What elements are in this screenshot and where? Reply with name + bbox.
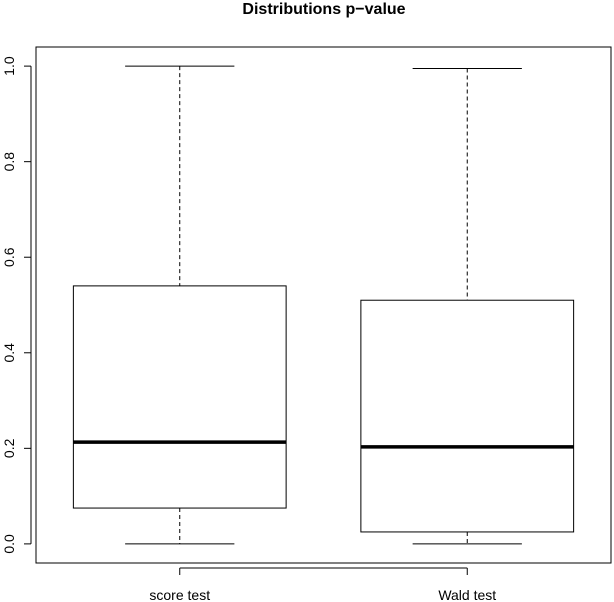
box-score-test: [72, 65, 287, 545]
y-tick-label: 0.0: [1, 534, 17, 554]
y-tick-label: 0.6: [1, 247, 17, 267]
x-tick-label: score test: [149, 587, 210, 602]
iqr-box: [72, 285, 287, 509]
boxplot-series: [72, 65, 575, 545]
y-tick-label: 0.2: [1, 438, 17, 458]
y-tick-label: 1.0: [1, 56, 17, 76]
y-tick-label: 0.4: [1, 343, 17, 363]
x-tick-label: Wald test: [438, 587, 496, 602]
y-axis: 0.0 0.2 0.4 0.6 0.8 1.0: [1, 56, 32, 554]
chart-title: Distributions p−value: [242, 1, 405, 18]
iqr-box: [360, 299, 575, 533]
plot-frame: [35, 46, 612, 564]
box-wald-test: [360, 68, 575, 545]
x-axis: score test Wald test: [149, 567, 496, 602]
y-tick-label: 0.8: [1, 152, 17, 172]
